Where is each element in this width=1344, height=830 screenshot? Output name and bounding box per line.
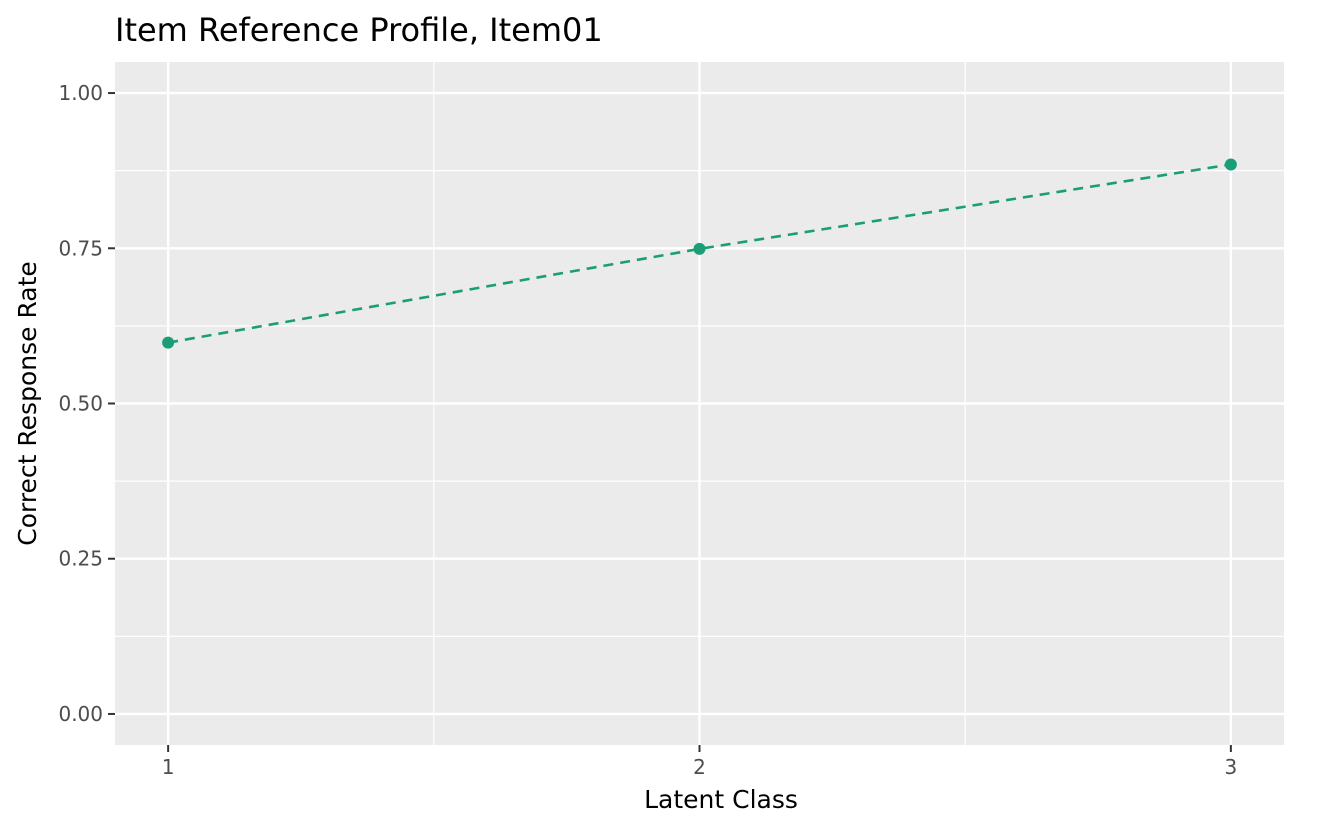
data-point <box>162 336 175 349</box>
series-line <box>167 163 1232 344</box>
x-tick-label: 3 <box>1224 755 1237 779</box>
y-axis: 0.00 0.25 0.50 0.75 1.00 <box>58 81 115 726</box>
y-tick-label: 0.25 <box>58 547 103 571</box>
x-axis: 1 2 3 <box>162 745 1237 779</box>
y-tick-label: 0.75 <box>58 236 103 260</box>
series-layer <box>162 158 1237 349</box>
y-tick-label: 1.00 <box>58 81 103 105</box>
data-point <box>693 242 706 255</box>
y-tick-label: 0.00 <box>58 702 103 726</box>
y-tick-label: 0.50 <box>58 392 103 416</box>
x-tick-label: 2 <box>693 755 706 779</box>
y-axis-title: Correct Response Rate <box>13 261 42 546</box>
x-axis-title: Latent Class <box>644 785 798 814</box>
chart-title: Item Reference Profile, Item01 <box>115 11 603 49</box>
data-point <box>1224 158 1237 171</box>
x-tick-label: 1 <box>162 755 175 779</box>
